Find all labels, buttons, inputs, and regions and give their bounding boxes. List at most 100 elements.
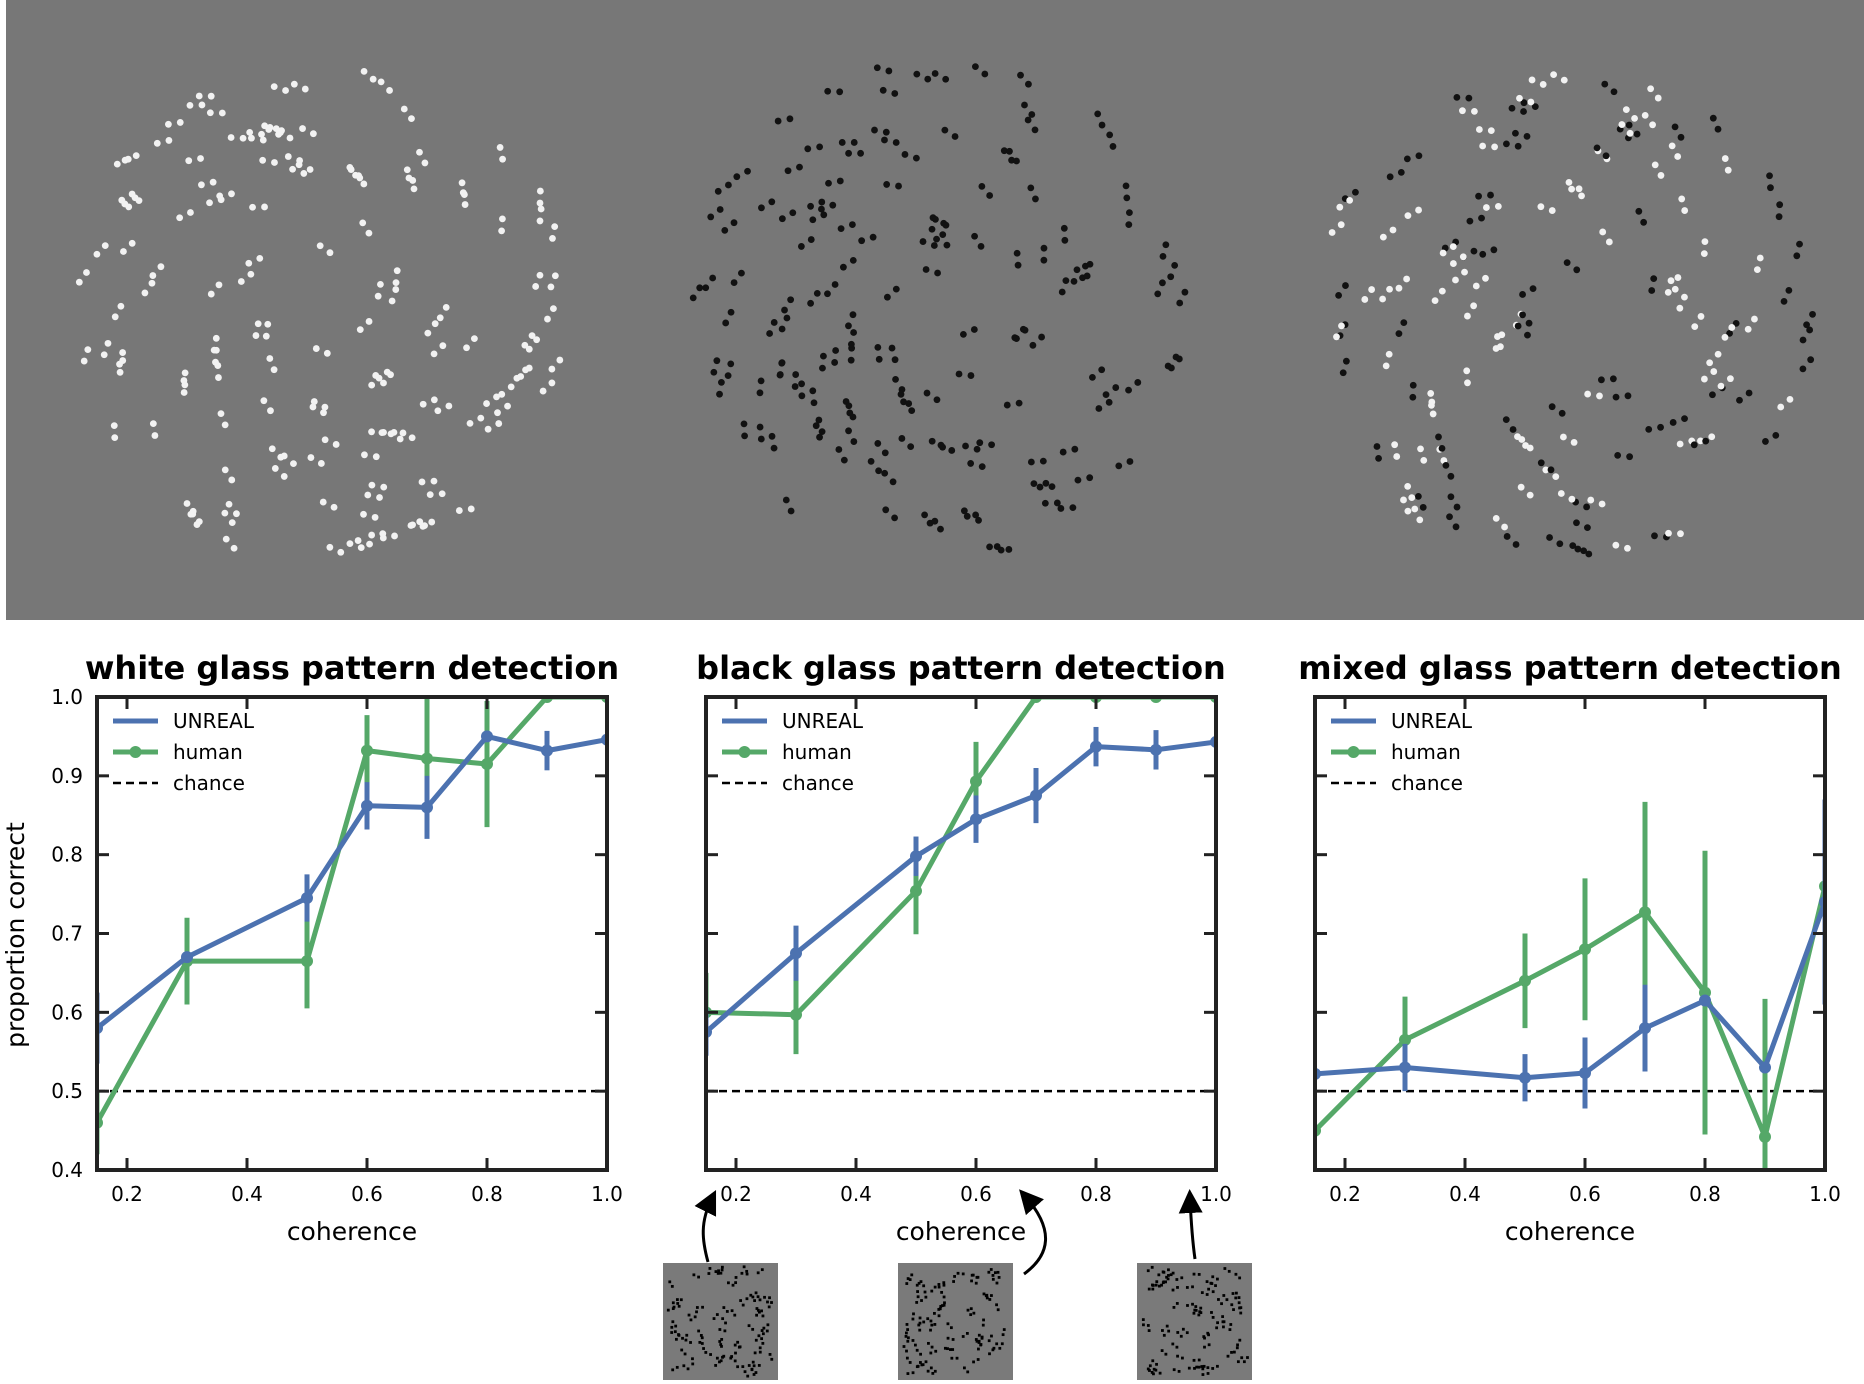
glass-dot xyxy=(820,352,827,360)
glass-dot xyxy=(1498,331,1506,339)
glass-dot xyxy=(1167,273,1175,281)
glass-dot xyxy=(908,407,916,415)
glass-dot xyxy=(702,284,710,292)
glass-dot xyxy=(493,393,500,401)
glass-dot xyxy=(1503,140,1510,148)
glass-dot xyxy=(1654,94,1662,102)
glass-dot xyxy=(1618,121,1626,128)
glass-dot xyxy=(898,435,906,442)
thumbnail-dot xyxy=(734,1351,737,1355)
glass-dot xyxy=(430,396,438,404)
glass-dot xyxy=(847,340,855,348)
glass-dot xyxy=(1031,126,1039,134)
glass-dot xyxy=(810,399,818,407)
thumbnail-dot xyxy=(1187,1366,1191,1370)
thumbnail-dot xyxy=(675,1365,679,1369)
data-point xyxy=(481,758,493,771)
glass-dot xyxy=(121,200,129,208)
glass-dot xyxy=(832,347,840,354)
glass-dot xyxy=(1706,359,1714,367)
x-tick-label: 1.0 xyxy=(591,1182,623,1206)
glass-dot xyxy=(306,166,314,173)
thumbnail-dot xyxy=(1230,1303,1234,1307)
glass-dot xyxy=(254,320,262,328)
thumbnail-dot xyxy=(949,1348,952,1351)
thumbnail-dot xyxy=(760,1268,764,1272)
glass-dot xyxy=(307,454,315,461)
thumbnail-dot xyxy=(1206,1366,1210,1370)
glass-dot xyxy=(1697,313,1705,320)
glass-dot xyxy=(157,263,165,271)
glass-dot xyxy=(875,467,883,475)
glass-dot xyxy=(1625,121,1633,129)
glass-dot xyxy=(176,214,184,222)
thumbnail-dot xyxy=(946,1336,950,1340)
y-axis-label: proportion correct xyxy=(1,822,30,1048)
glass-dot xyxy=(1583,503,1590,511)
glass-dot xyxy=(1126,458,1134,465)
thumbnail-dot xyxy=(1211,1316,1215,1319)
glass-dot xyxy=(978,463,986,471)
thumbnail-dot xyxy=(1155,1280,1159,1284)
data-point xyxy=(970,813,982,826)
thumbnail-dot xyxy=(934,1349,938,1353)
glass-dot xyxy=(388,297,396,305)
glass-dot xyxy=(100,351,108,359)
glass-dot xyxy=(346,163,354,171)
glass-dot xyxy=(960,507,968,515)
glass-dot xyxy=(1598,376,1605,384)
glass-dot xyxy=(466,420,474,427)
thumbnail-dot xyxy=(734,1276,738,1279)
thumbnail-dot xyxy=(738,1345,742,1349)
thumbnail-dot xyxy=(1246,1356,1249,1359)
thumbnail-dot xyxy=(720,1344,723,1348)
data-point xyxy=(421,801,433,814)
x-tick-label: 1.0 xyxy=(1200,1182,1232,1206)
glass-dot xyxy=(1391,441,1399,449)
series-line-unreal xyxy=(1315,901,1825,1081)
glass-dot xyxy=(418,478,426,486)
glass-dot xyxy=(206,109,214,117)
thumbnail-dot xyxy=(1164,1352,1168,1356)
data-point xyxy=(301,955,313,968)
glass-dot xyxy=(1375,454,1382,462)
thumbnail-dot xyxy=(981,1323,985,1327)
glass-dot xyxy=(1446,513,1453,521)
panel-title: white glass pattern detection xyxy=(85,649,619,687)
glass-dot xyxy=(807,236,815,243)
thumbnail-dot xyxy=(918,1328,922,1332)
glass-dot xyxy=(786,115,794,123)
thumbnail-dot xyxy=(1002,1328,1006,1331)
glass-dot xyxy=(1612,541,1620,549)
glass-dot xyxy=(436,314,444,322)
thumbnail-dot xyxy=(1199,1306,1203,1310)
glass-dot xyxy=(1573,519,1580,527)
glass-dot xyxy=(116,368,124,376)
glass-dot xyxy=(1799,336,1807,344)
glass-dot xyxy=(198,181,205,189)
thumbnail-dot xyxy=(1194,1305,1198,1308)
thumbnail-dot xyxy=(1161,1329,1164,1332)
glass-dot xyxy=(1447,472,1455,480)
glass-dot xyxy=(948,447,956,454)
glass-dot xyxy=(461,201,469,208)
thumbnail-dot xyxy=(915,1348,919,1352)
glass-dot xyxy=(396,435,404,443)
data-point xyxy=(1699,994,1711,1007)
glass-dot xyxy=(912,154,920,162)
x-tick-label: 0.8 xyxy=(471,1182,503,1206)
glass-dot xyxy=(1657,423,1664,431)
thumbnail-dot xyxy=(991,1274,995,1277)
glass-dot xyxy=(1368,286,1376,293)
thumbnail-dot xyxy=(722,1306,726,1309)
thumbnail-dot xyxy=(1239,1311,1243,1315)
glass-dot xyxy=(221,421,229,429)
glass-dot xyxy=(228,519,236,526)
thumbnail-dot xyxy=(906,1339,910,1343)
glass-dot xyxy=(1780,297,1788,305)
thumbnail-dot xyxy=(733,1359,737,1363)
glass-dot xyxy=(849,256,857,264)
glass-dot xyxy=(981,70,989,78)
y-tick-label: 0.8 xyxy=(51,843,83,867)
